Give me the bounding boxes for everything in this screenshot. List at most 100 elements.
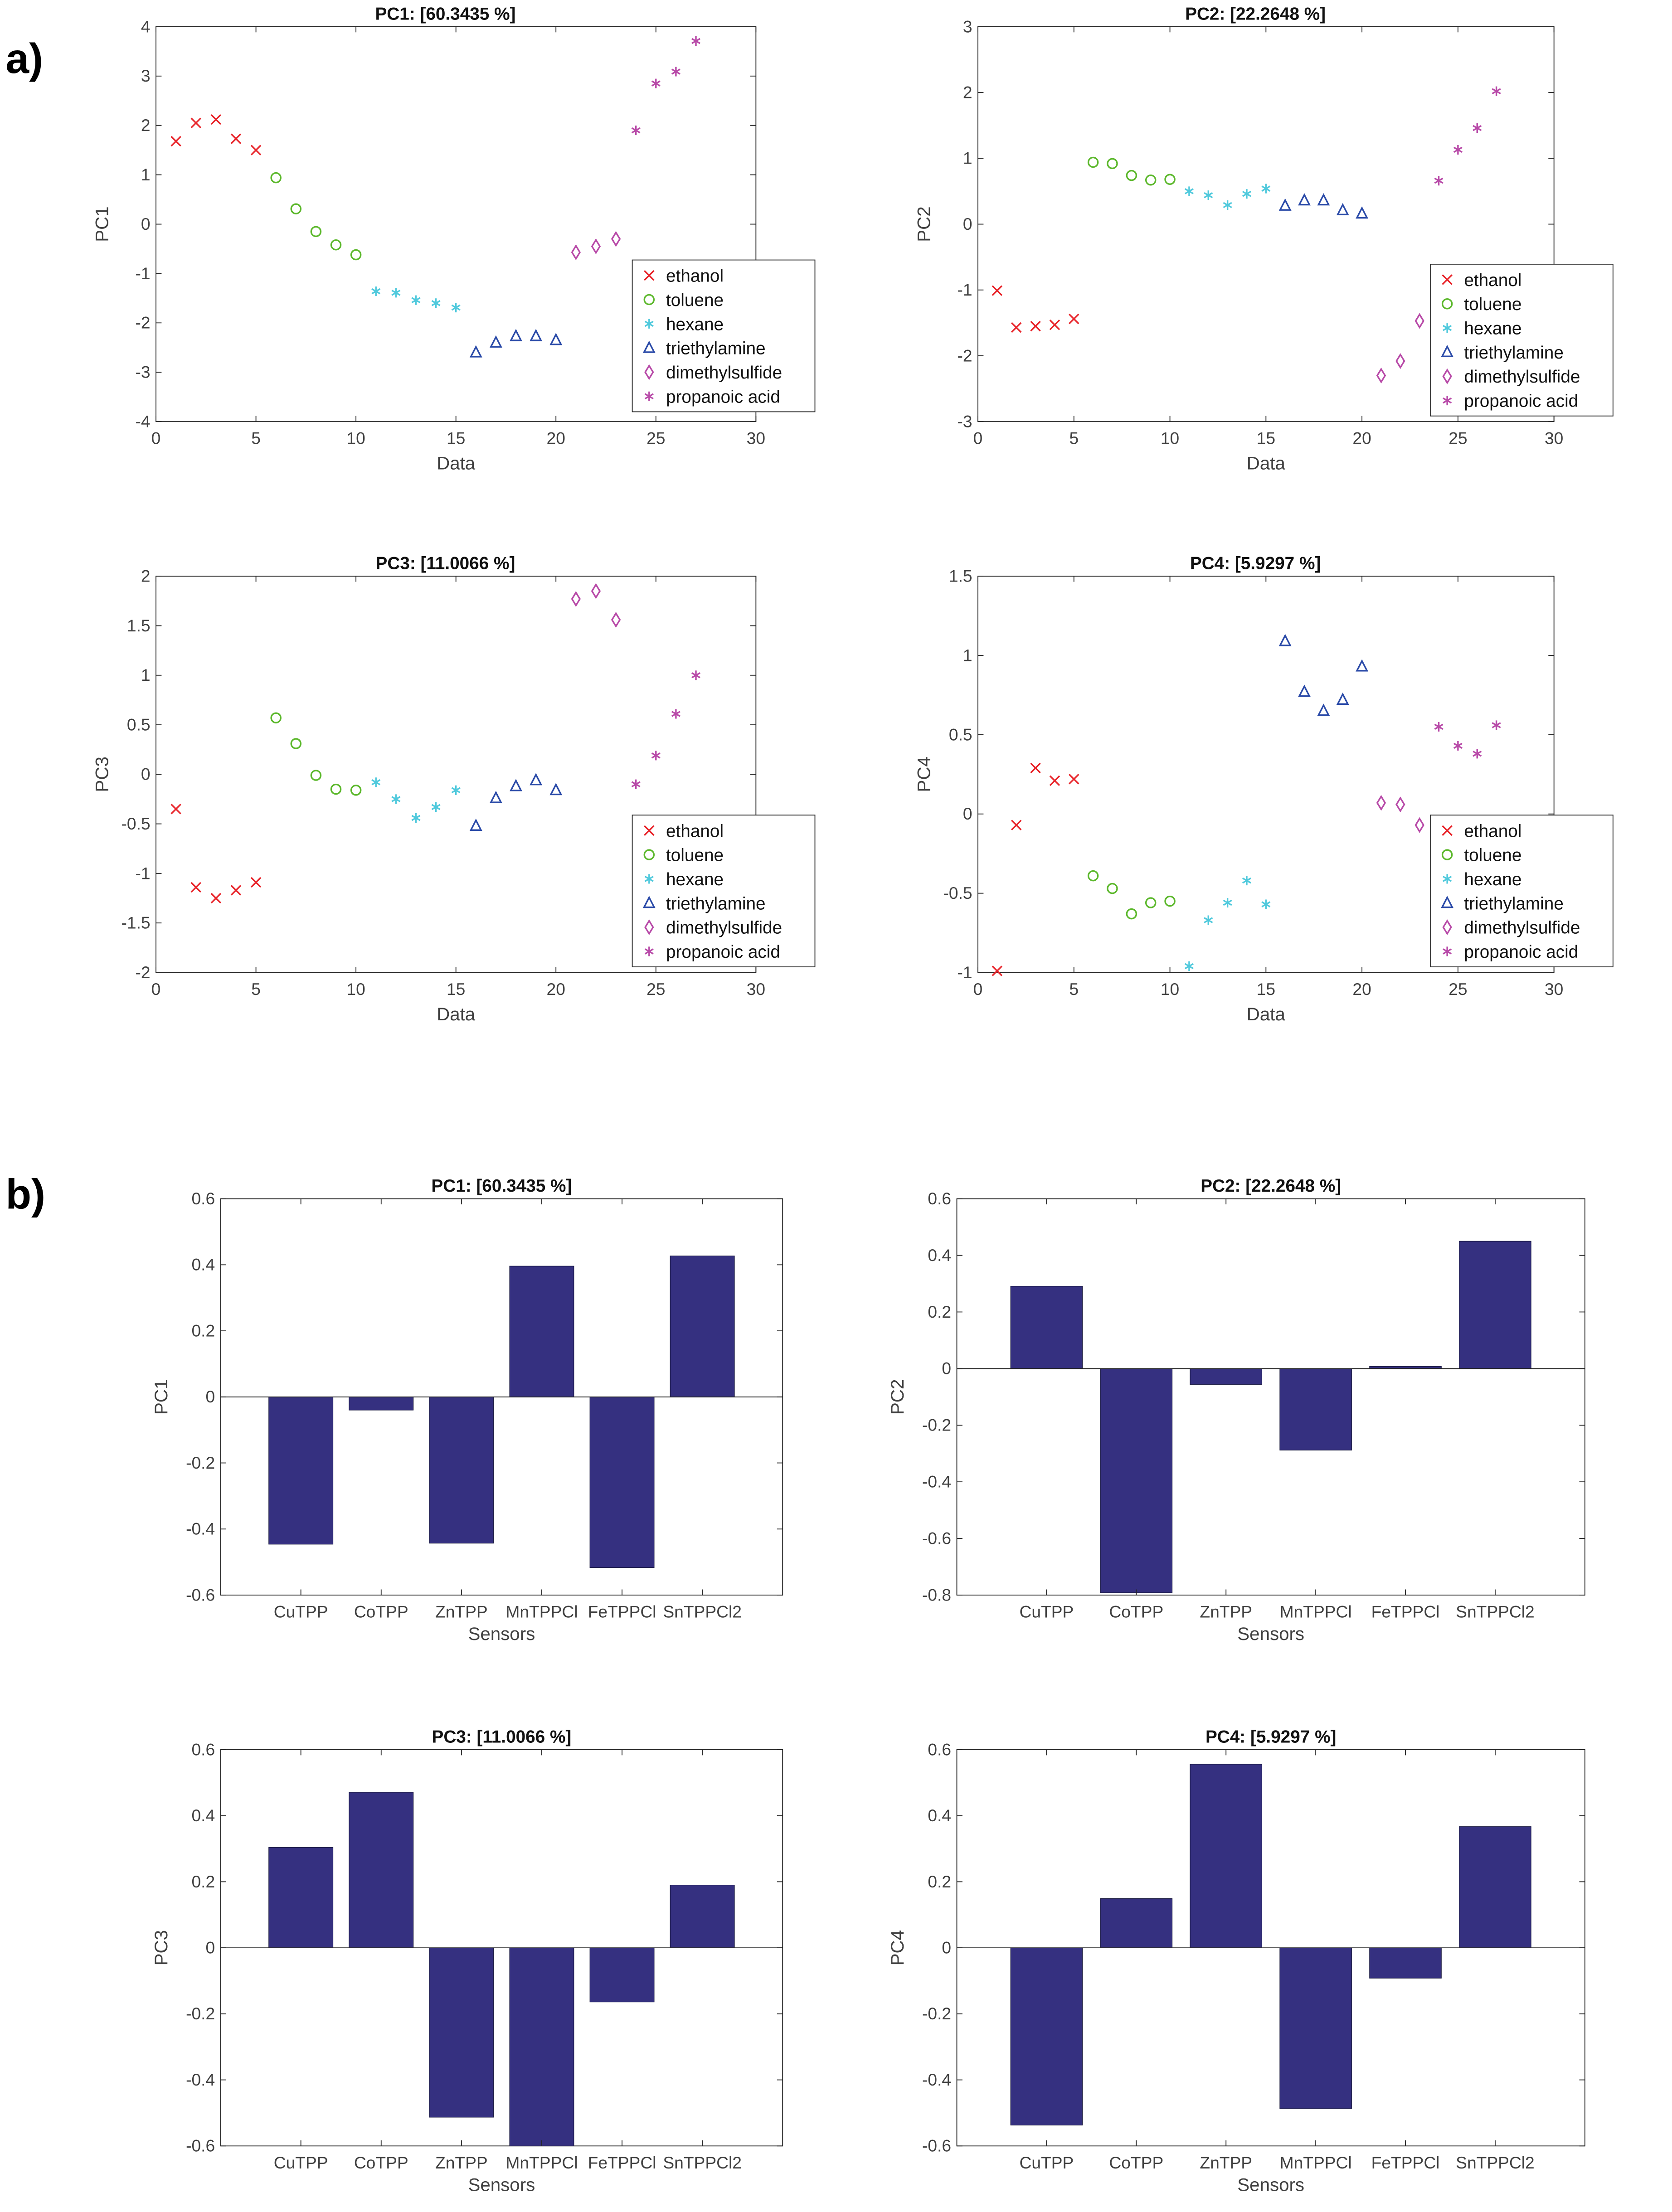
- data-point: [1145, 174, 1157, 186]
- data-point: [1414, 313, 1424, 329]
- x-tick-label: 30: [1545, 980, 1563, 999]
- x-tick-label: MnTPPCl: [505, 2153, 578, 2172]
- data-point: [1184, 186, 1194, 196]
- series-toluene: [1087, 156, 1176, 186]
- data-point: [431, 298, 441, 308]
- x-tick-label: 5: [1069, 429, 1079, 448]
- y-tick-label: -0.6: [186, 2136, 215, 2155]
- chart-a-pc3: PC3: [11.0066 %]0 5 10 15 20 25 30-2-1.5-1-0.5…: [92, 554, 816, 1024]
- data-point: [170, 136, 181, 147]
- legend-marker: [643, 294, 655, 306]
- y-tick-label: -0.2: [922, 1416, 951, 1435]
- legend-label: triethylamine: [1464, 343, 1564, 363]
- y-tick-label: -0.6: [922, 1528, 951, 1547]
- y-tick-label: 0: [963, 804, 972, 823]
- data-point: [1204, 915, 1213, 925]
- data-point: [1087, 870, 1099, 882]
- legend: ethanol toluene hexane triethylamine dimethy…: [632, 815, 816, 967]
- data-point: [651, 78, 661, 88]
- series-toluene: [270, 712, 362, 796]
- bar-CoTPP: [1100, 1898, 1173, 1948]
- x-tick-label: ZnTPP: [1200, 2153, 1252, 2172]
- legend-marker: [1441, 896, 1454, 908]
- data-point: [1492, 86, 1501, 96]
- x-tick-label: FeTPPCl: [588, 1602, 656, 1621]
- data-point: [1011, 820, 1022, 830]
- legend-label: propanoic acid: [666, 942, 780, 962]
- y-tick-label: -0.4: [186, 2070, 215, 2089]
- legend: ethanol toluene hexane triethylamine dimethy…: [1430, 815, 1614, 967]
- data-point: [1107, 883, 1118, 894]
- bar-CuTPP: [1010, 1947, 1083, 2126]
- x-tick-label: CuTPP: [1020, 2153, 1074, 2172]
- y-tick-label: 0.4: [191, 1255, 215, 1274]
- data-point: [1011, 322, 1022, 333]
- data-point: [671, 67, 680, 77]
- data-point: [230, 133, 242, 144]
- x-tick-label: CuTPP: [274, 1602, 328, 1621]
- data-point: [290, 203, 302, 214]
- data-point: [591, 583, 601, 599]
- y-tick-label: -2: [136, 313, 151, 332]
- y-axis-label: PC2: [914, 206, 934, 242]
- data-point: [1317, 703, 1330, 716]
- data-point: [1242, 876, 1252, 886]
- data-point: [611, 611, 621, 628]
- x-tick-label: ZnTPP: [435, 2153, 488, 2172]
- data-point: [1164, 174, 1176, 185]
- legend-label: triethylamine: [666, 339, 766, 359]
- x-tick-label: 15: [447, 429, 465, 448]
- y-tick-label: -0.4: [922, 1472, 951, 1491]
- chart-b-pc2: PC2: [22.2648 %] CuTPP CoTPP ZnTPP MnTPPCl Fe…: [887, 1176, 1585, 1644]
- panel-label-a: a): [5, 35, 43, 82]
- plot-frame: [956, 1198, 1585, 1596]
- data-point: [631, 126, 641, 136]
- x-tick-label: 0: [151, 429, 161, 448]
- data-point: [992, 285, 1003, 296]
- data-point: [310, 770, 322, 781]
- legend-box: [1430, 263, 1614, 417]
- data-point: [571, 591, 581, 607]
- y-tick-label: 0: [141, 214, 151, 233]
- series-triethylamine: [1278, 193, 1369, 219]
- legend-label: toluene: [1464, 295, 1521, 314]
- data-point: [1473, 123, 1482, 133]
- y-tick-label: 1.5: [949, 567, 972, 586]
- x-tick-label: MnTPPCl: [1280, 1602, 1352, 1621]
- chart-title: PC3: [11.0066 %]: [432, 1727, 571, 1746]
- data-point: [510, 329, 522, 341]
- legend-box: [632, 259, 816, 412]
- x-tick-label: CuTPP: [1020, 1602, 1074, 1621]
- x-axis-label: Sensors: [1237, 1624, 1304, 1644]
- y-tick-label: 1: [141, 165, 151, 184]
- data-point: [270, 712, 282, 723]
- data-point: [190, 882, 201, 893]
- y-tick-label: 1: [963, 149, 972, 168]
- y-axis-label: PC4: [914, 757, 934, 792]
- data-point: [1049, 319, 1060, 330]
- x-tick-label: 0: [151, 980, 161, 999]
- y-tick-label: -0.6: [186, 1585, 215, 1604]
- y-tick-label: 0: [942, 1359, 951, 1378]
- series-propanoic-acid: [1434, 86, 1501, 186]
- series-propanoic-acid: [631, 36, 701, 136]
- bar-FeTPPCl: [589, 1397, 655, 1568]
- bar-CoTPP: [1100, 1368, 1173, 1593]
- data-point: [571, 244, 581, 261]
- x-tick-label: 10: [346, 980, 365, 999]
- bar-MnTPPCl: [509, 1266, 574, 1397]
- series-hexane: [1184, 876, 1271, 971]
- data-point: [489, 791, 502, 803]
- chart-title: PC4: [5.9297 %]: [1205, 1727, 1336, 1746]
- data-point: [510, 779, 522, 791]
- bar-MnTPPCl: [1279, 1368, 1352, 1450]
- y-tick-label: -0.5: [943, 883, 972, 902]
- legend-marker: [644, 946, 654, 956]
- data-point: [1242, 189, 1252, 199]
- bar-ZnTPP: [429, 1397, 494, 1544]
- series-triethylamine: [1278, 634, 1369, 716]
- legend-marker: [1442, 919, 1452, 936]
- charts-container: PC1: [60.3435 %]0 5 10 15 20 25 30-4-3-2-10123…: [92, 4, 1614, 2195]
- x-tick-label: 25: [646, 429, 665, 448]
- legend-label: dimethylsulfide: [666, 918, 782, 938]
